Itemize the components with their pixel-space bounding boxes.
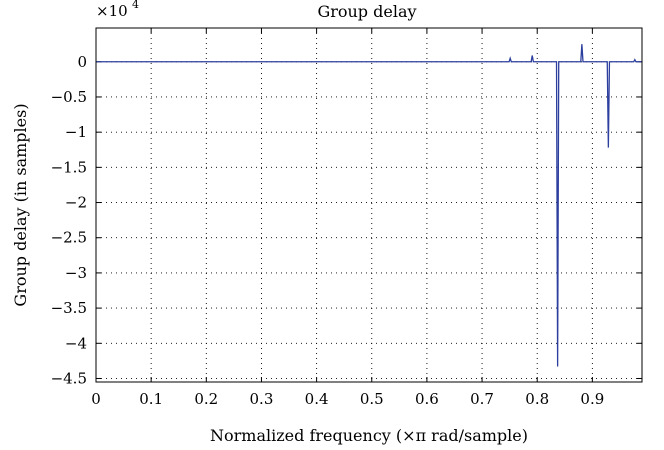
y-tick-label: −0.5 <box>51 88 87 106</box>
x-tick-label: 0 <box>91 390 101 408</box>
x-tick-labels: 0 0.1 0.2 0.3 0.4 0.5 0.6 0.7 0.8 0.9 <box>91 390 604 408</box>
y-tick-label: −1.5 <box>51 158 87 176</box>
x-tick-label: 0.4 <box>305 390 329 408</box>
y-tick-label: 0 <box>77 53 87 71</box>
series-layer <box>96 44 642 367</box>
plot-area <box>96 28 642 382</box>
x-tick-label: 0.2 <box>194 390 218 408</box>
x-axis-title: Normalized frequency (×π rad/sample) <box>210 426 528 445</box>
x-tick-label: 0.8 <box>525 390 549 408</box>
x-tick-label: 0.7 <box>470 390 494 408</box>
plot-frame <box>95 27 643 383</box>
y-multiplier-exponent: 4 <box>132 0 139 11</box>
y-tick-label: −4 <box>65 334 87 352</box>
x-tick-label: 0.5 <box>360 390 384 408</box>
chart-title: Group delay <box>317 2 416 21</box>
x-tick-label: 0.3 <box>250 390 274 408</box>
x-tick-label: 0.9 <box>580 390 604 408</box>
y-multiplier-base: ×10 <box>96 2 128 20</box>
y-tick-label: −1 <box>65 123 87 141</box>
y-tick-label: −4.5 <box>51 369 87 387</box>
y-tick-label: −2.5 <box>51 229 87 247</box>
y-tick-label: −3 <box>65 264 87 282</box>
y-tick-label: −2 <box>65 194 87 212</box>
group-delay-line <box>96 44 642 367</box>
y-axis-title: Group delay (in samples) <box>11 103 30 306</box>
x-tick-label: 0.1 <box>139 390 163 408</box>
x-tick-label: 0.6 <box>415 390 439 408</box>
y-tick-labels: 0 −0.5 −1 −1.5 −2 −2.5 −3 −3.5 −4 −4.5 <box>51 53 87 388</box>
y-tick-label: −3.5 <box>51 299 87 317</box>
